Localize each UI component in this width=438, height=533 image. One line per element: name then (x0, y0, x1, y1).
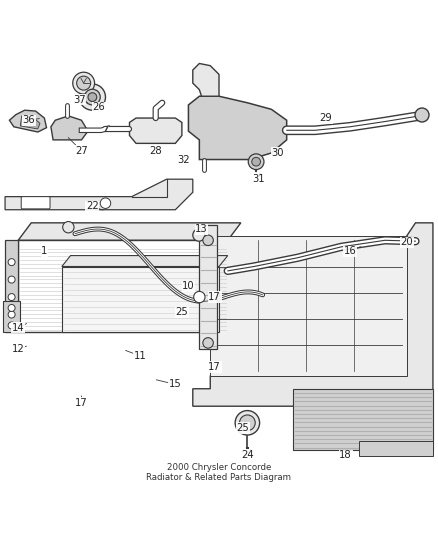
Polygon shape (130, 118, 182, 143)
FancyBboxPatch shape (21, 197, 50, 209)
Text: 13: 13 (195, 224, 208, 235)
Text: 27: 27 (75, 146, 88, 156)
Polygon shape (62, 266, 219, 332)
Text: 26: 26 (92, 102, 105, 112)
Text: 1: 1 (41, 246, 48, 256)
Circle shape (415, 108, 429, 122)
Polygon shape (62, 256, 228, 266)
Text: 22: 22 (86, 201, 99, 211)
Text: 28: 28 (149, 146, 162, 156)
Circle shape (100, 198, 111, 208)
Circle shape (63, 222, 74, 233)
Text: 17: 17 (75, 398, 88, 408)
Text: 29: 29 (320, 113, 332, 123)
Circle shape (194, 292, 205, 303)
Text: 2000 Chrysler Concorde
Radiator & Related Parts Diagram: 2000 Chrysler Concorde Radiator & Relate… (146, 463, 292, 482)
Polygon shape (193, 63, 219, 96)
Text: 32: 32 (178, 155, 191, 165)
Text: 12: 12 (12, 344, 25, 354)
Text: 30: 30 (272, 148, 284, 158)
Polygon shape (199, 225, 217, 350)
Polygon shape (18, 223, 241, 240)
Text: 18: 18 (339, 450, 352, 460)
Text: 37: 37 (73, 95, 85, 104)
Text: 15: 15 (169, 379, 182, 390)
Circle shape (248, 154, 264, 169)
Circle shape (77, 76, 91, 90)
Circle shape (8, 294, 15, 301)
Circle shape (73, 72, 95, 94)
Text: 36: 36 (23, 115, 35, 125)
Circle shape (203, 338, 213, 348)
Text: 20: 20 (400, 238, 413, 247)
Text: 24: 24 (241, 450, 254, 460)
Text: 17: 17 (208, 292, 221, 302)
Circle shape (193, 229, 205, 241)
Polygon shape (5, 179, 193, 210)
Circle shape (8, 259, 15, 265)
Polygon shape (293, 389, 433, 450)
Text: 16: 16 (343, 246, 357, 256)
Polygon shape (228, 240, 241, 332)
Circle shape (8, 276, 15, 283)
Circle shape (8, 322, 15, 329)
Polygon shape (10, 110, 46, 132)
Text: 11: 11 (134, 351, 147, 361)
Circle shape (8, 311, 15, 318)
Polygon shape (20, 116, 40, 129)
Text: 14: 14 (12, 322, 25, 333)
Circle shape (8, 304, 15, 311)
Text: 10: 10 (182, 281, 195, 291)
Polygon shape (359, 441, 433, 456)
Circle shape (203, 235, 213, 246)
Polygon shape (5, 240, 18, 332)
Circle shape (235, 410, 260, 435)
Polygon shape (210, 236, 407, 376)
Text: 25: 25 (176, 308, 188, 317)
Circle shape (85, 89, 100, 105)
Circle shape (240, 415, 255, 431)
Polygon shape (193, 223, 433, 406)
Circle shape (88, 93, 97, 101)
Polygon shape (51, 116, 88, 140)
Text: 31: 31 (252, 174, 265, 184)
Polygon shape (18, 240, 228, 332)
Text: 25: 25 (237, 423, 249, 433)
Circle shape (252, 157, 261, 166)
Polygon shape (188, 96, 287, 159)
Polygon shape (3, 302, 20, 332)
Circle shape (79, 84, 106, 110)
Text: 17: 17 (208, 362, 221, 372)
